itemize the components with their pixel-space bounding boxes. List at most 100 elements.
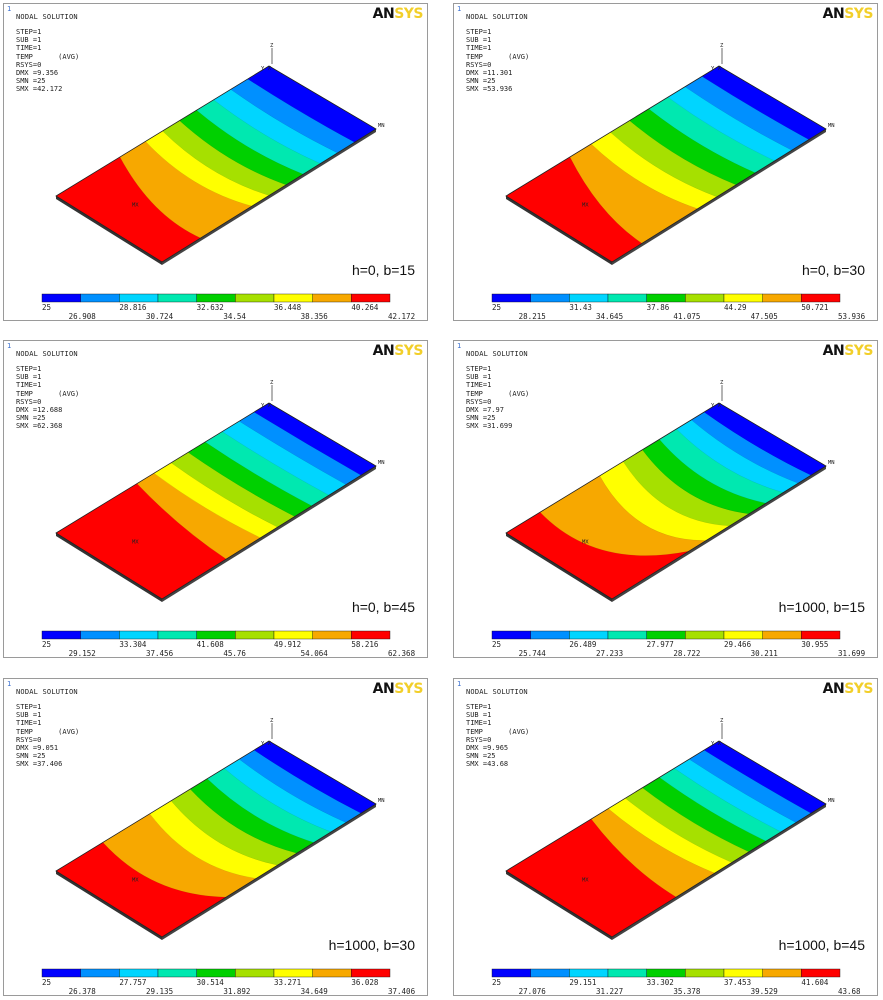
legend-swatch <box>491 293 531 303</box>
min-marker: MN <box>378 460 385 466</box>
axis-z-label: Z <box>270 380 274 386</box>
solution-info: STEP=1 SUB =1 TIME=1 TEMP (AVG) RSYS=0 D… <box>466 28 530 94</box>
legend-swatch <box>196 293 236 303</box>
legend-swatch <box>157 630 197 640</box>
legend-tick-label: 25 <box>492 978 501 987</box>
contour-panel: 1 NODAL SOLUTION STEP=1 SUB =1 TIME=1 TEMP… <box>453 340 878 658</box>
legend-swatch <box>530 293 570 303</box>
ansys-logo: ANSYS <box>822 343 874 359</box>
case-caption: h=1000, b=45 <box>778 937 865 953</box>
legend-tick-label: 30.724 <box>146 312 174 321</box>
window-number: 1 <box>7 342 12 350</box>
axis-z-label: Z <box>720 43 724 49</box>
max-marker: MX <box>582 878 589 884</box>
ansys-logo: ANSYS <box>822 6 874 22</box>
legend-tick-label: 50.721 <box>801 303 828 312</box>
legend-swatch <box>157 968 197 978</box>
legend-swatch <box>351 968 391 978</box>
legend-swatch <box>119 630 159 640</box>
contour-panel: 1 NODAL SOLUTION STEP=1 SUB =1 TIME=1 TEMP… <box>3 3 428 321</box>
legend-tick-label: 41.075 <box>673 312 700 321</box>
legend-tick-label: 27.757 <box>119 978 146 987</box>
legend-tick-label: 31.892 <box>223 987 250 996</box>
legend-swatch <box>491 968 531 978</box>
plot-title: NODAL SOLUTION <box>466 13 528 21</box>
plate-contour-plot: Z Y X MN MX <box>55 718 385 940</box>
legend-tick-label: 43.68 <box>838 987 861 996</box>
solution-info: STEP=1 SUB =1 TIME=1 TEMP (AVG) RSYS=0 D… <box>16 365 80 431</box>
legend-tick-label: 37.456 <box>146 649 174 658</box>
legend-swatch <box>351 293 391 303</box>
legend-tick-label: 58.216 <box>351 640 379 649</box>
legend-swatch <box>119 968 159 978</box>
legend-tick-label: 29.135 <box>146 987 173 996</box>
axis-z-label: Z <box>720 718 724 724</box>
legend-swatch <box>312 293 352 303</box>
axis-xy-label: Y X <box>261 741 272 747</box>
legend-swatch <box>491 630 531 640</box>
legend-swatch <box>235 630 275 640</box>
contour-panel: 1 NODAL SOLUTION STEP=1 SUB =1 TIME=1 TEMP… <box>453 3 878 321</box>
legend-tick-label: 28.722 <box>673 649 700 658</box>
case-caption: h=1000, b=30 <box>328 937 415 953</box>
legend-swatch <box>607 293 647 303</box>
legend-tick-label: 25 <box>42 640 51 649</box>
legend-swatch <box>312 630 352 640</box>
legend-tick-label: 53.936 <box>838 312 866 321</box>
legend-tick-label: 25 <box>42 978 51 987</box>
legend-tick-label: 27.233 <box>596 649 623 658</box>
max-marker: MX <box>132 878 139 884</box>
legend-tick-label: 33.302 <box>647 978 674 987</box>
legend-tick-label: 29.151 <box>569 978 596 987</box>
legend-swatch <box>723 630 763 640</box>
legend-tick-label: 54.064 <box>301 649 329 658</box>
min-marker: MN <box>828 798 835 804</box>
legend-tick-label: 29.466 <box>724 640 752 649</box>
legend-swatch <box>41 293 81 303</box>
axis-xy-label: Y X <box>711 403 722 409</box>
legend-swatch <box>801 630 841 640</box>
legend-swatch <box>235 293 275 303</box>
contour-panel: 1 NODAL SOLUTION STEP=1 SUB =1 TIME=1 TEMP… <box>453 678 878 996</box>
max-marker: MX <box>132 203 139 209</box>
window-number: 1 <box>457 680 462 688</box>
legend-swatch <box>119 293 159 303</box>
legend-tick-label: 34.645 <box>596 312 623 321</box>
plate-contour-plot: Z Y X MN MX <box>505 718 835 940</box>
legend-tick-label: 33.271 <box>274 978 301 987</box>
legend-tick-label: 30.514 <box>197 978 225 987</box>
legend-tick-label: 25 <box>42 303 51 312</box>
legend-tick-label: 44.29 <box>724 303 747 312</box>
color-legend: 25 27.757 30.514 33.271 36.028 26.378 29.135 31… <box>41 968 416 996</box>
legend-tick-label: 36.448 <box>274 303 302 312</box>
legend-swatch <box>196 968 236 978</box>
solution-info: STEP=1 SUB =1 TIME=1 TEMP (AVG) RSYS=0 D… <box>16 28 80 94</box>
ansys-logo: ANSYS <box>372 6 424 22</box>
legend-swatch <box>762 968 802 978</box>
legend-swatch <box>273 630 313 640</box>
contour-panel: 1 NODAL SOLUTION STEP=1 SUB =1 TIME=1 TEMP… <box>3 678 428 996</box>
plate-contour-plot: Z Y X MN MX <box>505 43 835 265</box>
legend-tick-label: 31.699 <box>838 649 865 658</box>
legend-swatch <box>80 968 120 978</box>
legend-tick-label: 45.76 <box>223 649 246 658</box>
legend-swatch <box>685 293 725 303</box>
legend-tick-label: 30.955 <box>801 640 828 649</box>
solution-info: STEP=1 SUB =1 TIME=1 TEMP (AVG) RSYS=0 D… <box>466 703 530 769</box>
window-number: 1 <box>457 342 462 350</box>
legend-swatch <box>80 293 120 303</box>
min-marker: MN <box>828 123 835 129</box>
legend-tick-label: 42.172 <box>388 312 415 321</box>
legend-tick-label: 27.977 <box>647 640 674 649</box>
legend-swatch <box>646 630 686 640</box>
contour-panel: 1 NODAL SOLUTION STEP=1 SUB =1 TIME=1 TEMP… <box>3 340 428 658</box>
legend-tick-label: 35.378 <box>673 987 701 996</box>
legend-swatch <box>273 968 313 978</box>
legend-swatch <box>723 293 763 303</box>
max-marker: MX <box>582 203 589 209</box>
ansys-logo: ANSYS <box>822 681 874 697</box>
legend-tick-label: 26.378 <box>69 987 97 996</box>
legend-swatch <box>530 630 570 640</box>
legend-swatch <box>723 968 763 978</box>
legend-swatch <box>762 293 802 303</box>
